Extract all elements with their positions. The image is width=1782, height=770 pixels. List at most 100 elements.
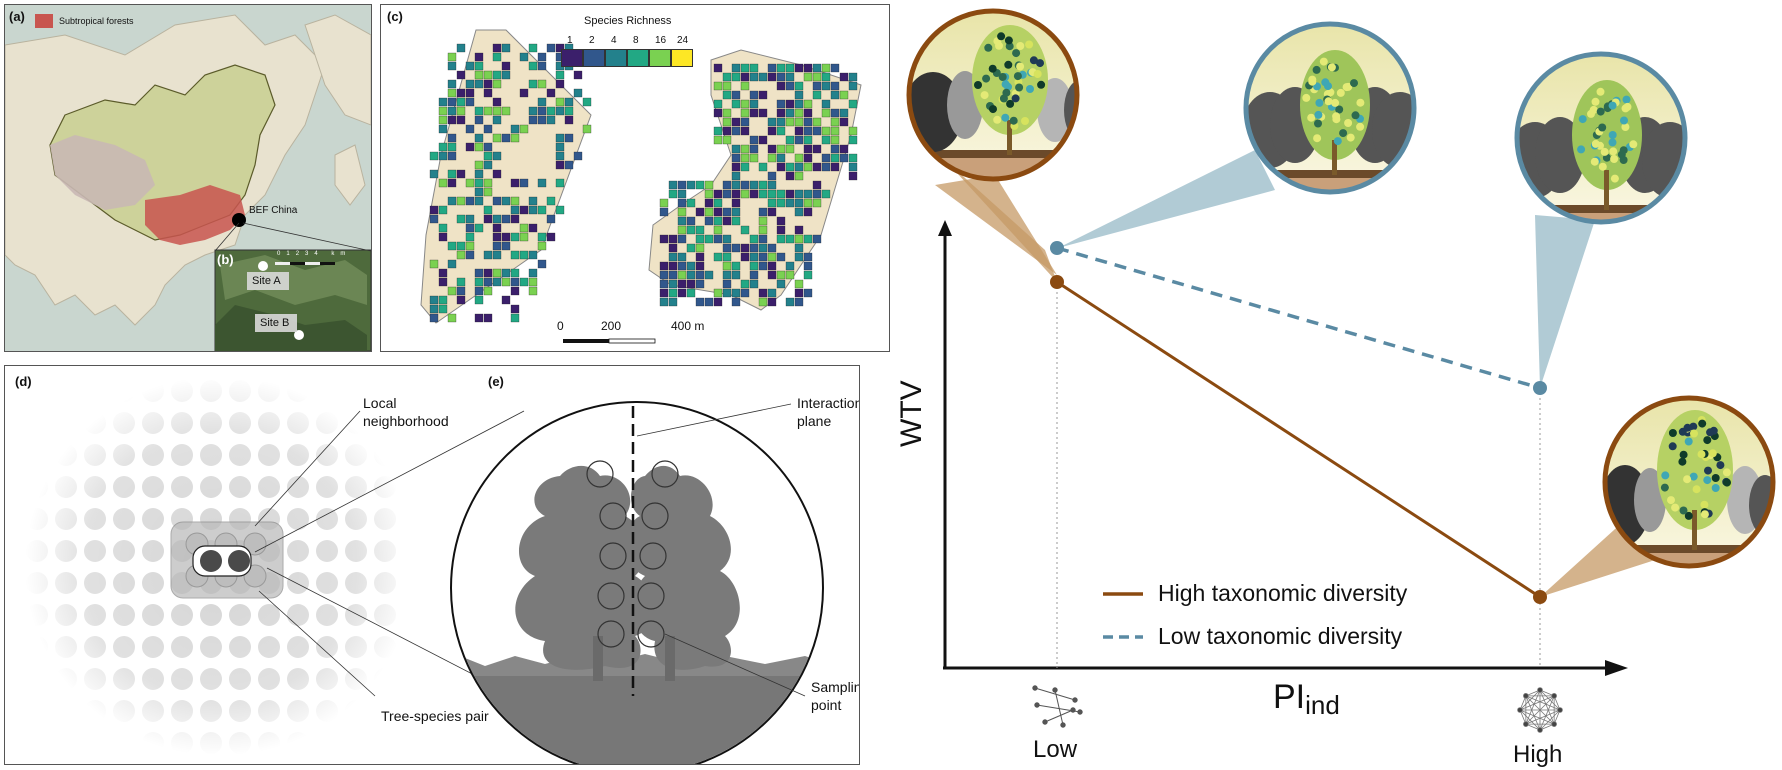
grid-cell xyxy=(686,225,696,235)
grid-cell xyxy=(465,124,475,134)
grid-cell xyxy=(740,81,750,91)
legend-value-16: 16 xyxy=(655,35,667,46)
high-diversity-line xyxy=(1056,280,1541,599)
grid-cell xyxy=(731,198,741,208)
grid-cell xyxy=(537,61,547,71)
grid-cell xyxy=(740,252,750,262)
grid-cell xyxy=(749,108,759,118)
grid-cell xyxy=(537,232,547,242)
panel-d-label: (d) xyxy=(15,374,32,389)
grid-cell xyxy=(830,117,840,127)
grid-cell xyxy=(492,223,502,233)
grid-cell xyxy=(659,297,669,307)
network-edge xyxy=(1519,695,1555,711)
grid-cell xyxy=(695,207,705,217)
leaf-dot xyxy=(1610,174,1619,183)
grid-cell xyxy=(713,225,723,235)
grid-cell xyxy=(767,117,777,127)
grid-cell xyxy=(830,63,840,73)
grid-cell xyxy=(767,180,777,190)
leaf-dot xyxy=(1716,461,1725,470)
grid-cell xyxy=(555,106,565,116)
panel-c-label: (c) xyxy=(387,9,403,24)
grid-cell xyxy=(537,205,547,215)
grid-cell xyxy=(695,243,705,253)
grid-cell xyxy=(767,288,777,298)
grid-cell xyxy=(740,162,750,172)
grid-cell xyxy=(659,234,669,244)
grid-cell xyxy=(758,297,768,307)
grid-cell xyxy=(713,252,723,262)
grid-cell xyxy=(537,52,547,62)
grid-cell xyxy=(474,295,484,305)
grid-cell xyxy=(677,207,687,217)
grid-cell xyxy=(519,232,529,242)
leaf-dot xyxy=(1621,123,1630,131)
grid-cell xyxy=(713,99,723,109)
grid-cell xyxy=(555,205,565,215)
grid-cell xyxy=(447,97,457,107)
grid-cell xyxy=(474,313,484,323)
scale-tick-200: 200 xyxy=(601,319,622,333)
grid-cell xyxy=(821,189,831,199)
grid-cell xyxy=(528,277,538,287)
grid-cell xyxy=(722,108,732,118)
grid-cell xyxy=(483,88,493,98)
grid-cell xyxy=(474,160,484,170)
grid-cell xyxy=(519,277,529,287)
grid-cell xyxy=(794,297,804,307)
grid-cell xyxy=(474,70,484,80)
grid-cell xyxy=(704,180,714,190)
grid-cell xyxy=(668,261,678,271)
grid-cell xyxy=(501,43,511,53)
grid-cell xyxy=(546,115,556,125)
grid-cell xyxy=(537,97,547,107)
grid-cell xyxy=(510,133,520,143)
grid-cell xyxy=(740,153,750,163)
bef-china-label: BEF China xyxy=(249,205,298,216)
grid-cell xyxy=(501,232,511,242)
leaf-dot xyxy=(1015,83,1024,92)
grid-cell xyxy=(731,297,741,307)
grid-cell xyxy=(794,108,804,118)
grid-cell xyxy=(794,189,804,199)
grid-cell xyxy=(785,198,795,208)
grid-cell xyxy=(830,162,840,172)
leaf-dot xyxy=(1608,131,1617,139)
grid-cell xyxy=(483,142,493,152)
grid-cell xyxy=(821,153,831,163)
grid-cell xyxy=(447,313,457,323)
grid-cell xyxy=(668,234,678,244)
grid-cell xyxy=(573,70,583,80)
grid-cell xyxy=(740,126,750,136)
leaf-dot xyxy=(1342,83,1351,92)
grid-cell xyxy=(794,252,804,262)
site-a-label: Site A xyxy=(252,275,281,287)
grid-cell xyxy=(740,279,750,289)
grid-cell xyxy=(803,99,813,109)
legend-value-4: 4 xyxy=(611,35,617,46)
grid-cell xyxy=(803,162,813,172)
grid-cell xyxy=(767,252,777,262)
grid-cell xyxy=(794,234,804,244)
grid-cell xyxy=(803,63,813,73)
grid-cell xyxy=(492,232,502,242)
grid-cell xyxy=(501,61,511,71)
panel-a-label: (a) xyxy=(9,9,25,24)
map-graphic xyxy=(5,5,371,351)
grid-cell xyxy=(492,70,502,80)
grid-cell xyxy=(767,270,777,280)
grid-cell xyxy=(668,180,678,190)
grid-cell xyxy=(812,180,822,190)
grid-cell xyxy=(731,126,741,136)
grid-cell xyxy=(695,225,705,235)
leaf-dot xyxy=(1344,119,1353,127)
grid-cell xyxy=(803,288,813,298)
grid-cell xyxy=(668,279,678,289)
grid-cell xyxy=(546,214,556,224)
leaf-dot xyxy=(1598,123,1607,132)
grid-cell xyxy=(785,135,795,145)
network-node xyxy=(1517,707,1523,713)
grid-cell xyxy=(749,261,759,271)
grid-cell xyxy=(456,196,466,206)
